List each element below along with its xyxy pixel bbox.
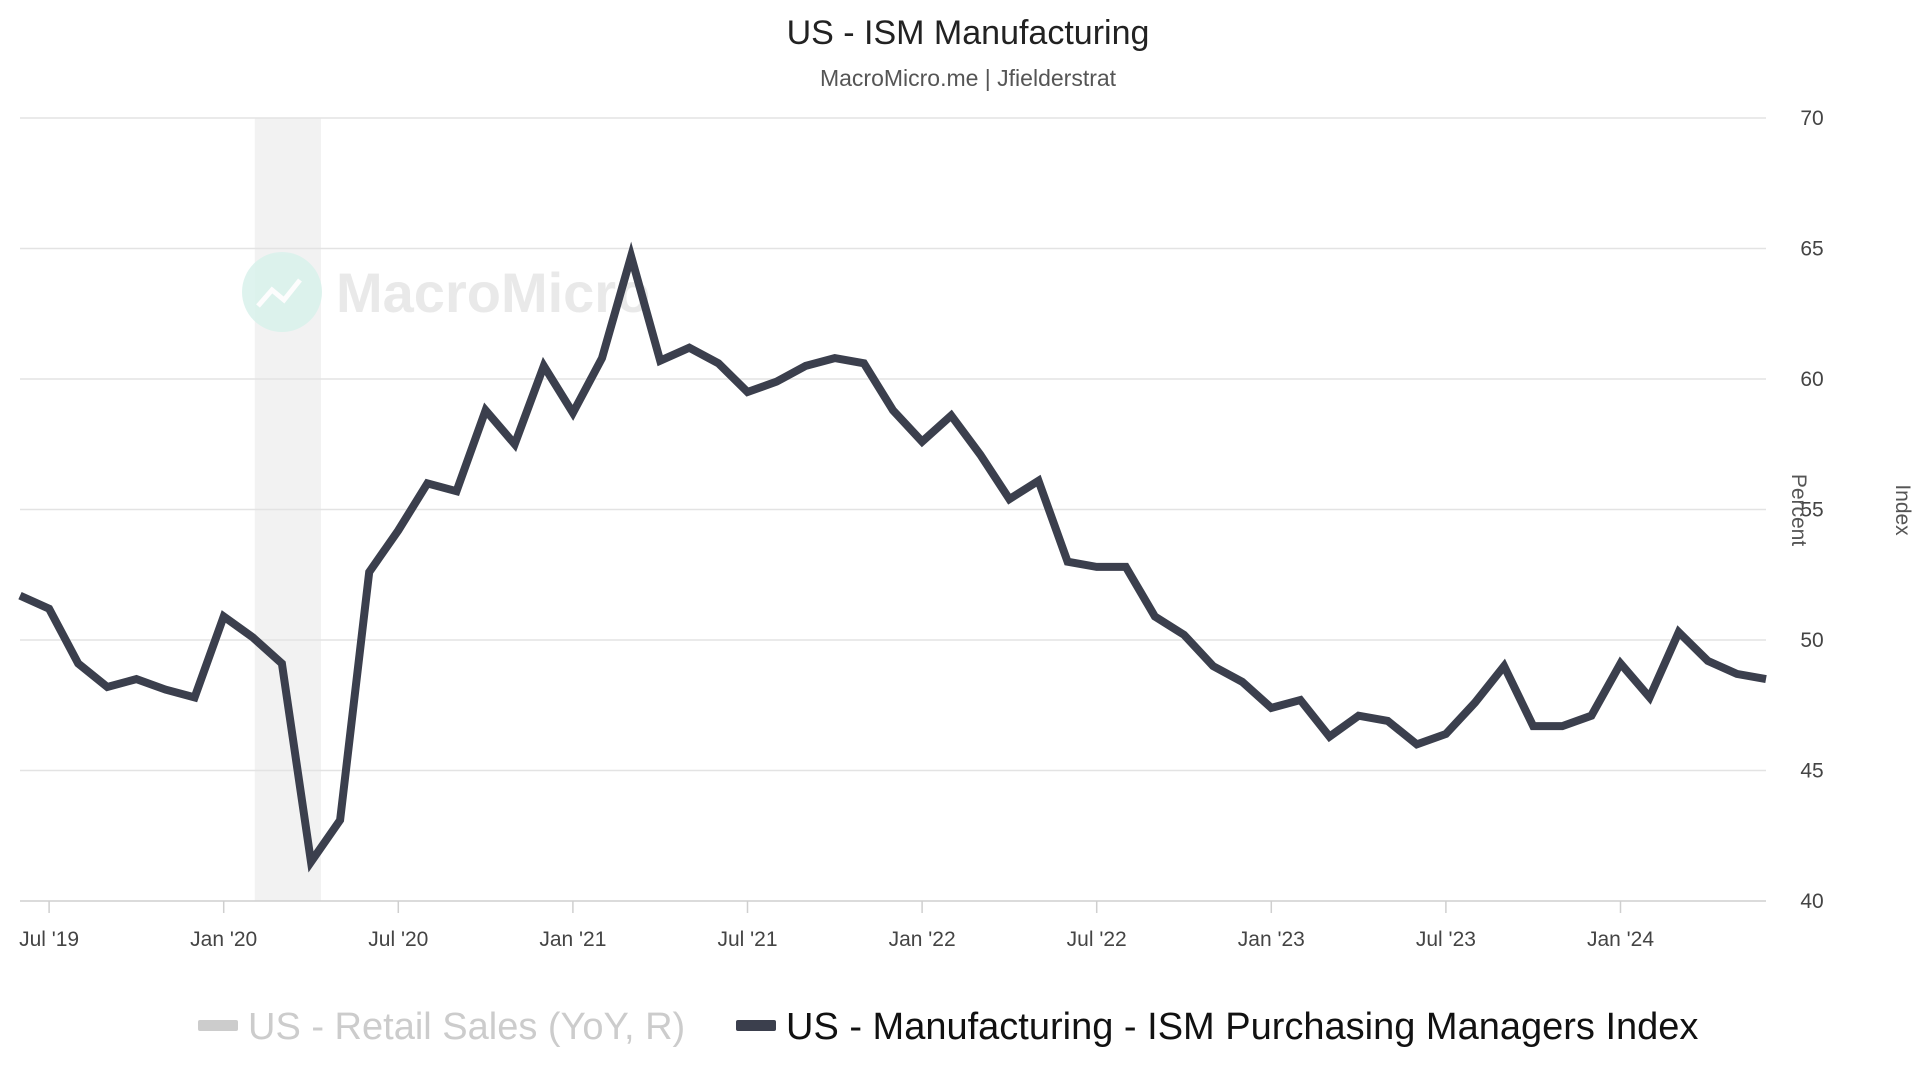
gridlines bbox=[20, 117, 1766, 772]
x-axis: Jul '19 Jan '20 Jul '20 Jan '21 Jul '21 Jan '… bbox=[19, 900, 1766, 951]
x-tick-label: Jan '23 bbox=[1238, 928, 1305, 951]
chart-subtitle: MacroMicro.me | Jfielderstrat bbox=[820, 65, 1117, 91]
x-tick-label: Jul '19 bbox=[19, 928, 79, 951]
legend-item-retail-sales[interactable]: US - Retail Sales (YoY, R) bbox=[198, 1006, 685, 1048]
series-line-ism-pmi[interactable] bbox=[18, 241, 1767, 873]
macromicro-logo-icon bbox=[242, 252, 322, 332]
legend-label-retail-sales: US - Retail Sales (YoY, R) bbox=[248, 1006, 685, 1048]
x-tick-label: Jul '21 bbox=[717, 928, 777, 951]
chart-title: US - ISM Manufacturing bbox=[787, 14, 1150, 52]
x-tick-label: Jul '20 bbox=[368, 928, 428, 951]
x-tick-label: Jul '23 bbox=[1416, 928, 1476, 951]
y-tick-label: 70 bbox=[1800, 107, 1823, 130]
y-tick-label: 65 bbox=[1800, 238, 1823, 261]
y-axis-title-percent: Percent bbox=[1787, 474, 1810, 547]
watermark-trend-icon bbox=[256, 278, 302, 308]
x-tick-label: Jan '22 bbox=[889, 928, 956, 951]
series-group bbox=[18, 241, 1767, 873]
y-tick-label: 55 bbox=[1800, 499, 1823, 522]
x-tick-label: Jan '24 bbox=[1587, 928, 1654, 951]
legend-label-ism-pmi: US - Manufacturing - ISM Purchasing Mana… bbox=[786, 1006, 1698, 1048]
legend-swatch-retail-sales bbox=[198, 1020, 238, 1031]
legend-item-ism-pmi[interactable]: US - Manufacturing - ISM Purchasing Mana… bbox=[736, 1006, 1698, 1048]
macromicro-watermark: MacroMicro bbox=[242, 252, 650, 332]
watermark-text: MacroMicro bbox=[336, 261, 650, 324]
y-axis-tick-labels: 40 45 50 55 60 65 70 bbox=[1800, 107, 1823, 913]
legend-swatch-ism-pmi bbox=[736, 1020, 776, 1031]
y-tick-label: 45 bbox=[1800, 760, 1823, 783]
legend: US - Retail Sales (YoY, R) US - Manufact… bbox=[198, 1006, 1698, 1048]
y-tick-label: 60 bbox=[1800, 368, 1823, 391]
x-tick-label: Jan '20 bbox=[190, 928, 257, 951]
x-tick-label: Jan '21 bbox=[539, 928, 606, 951]
x-tick-label: Jul '22 bbox=[1067, 928, 1127, 951]
y-tick-label: 40 bbox=[1800, 890, 1823, 913]
y-axis-title-index: Index bbox=[1891, 484, 1914, 536]
y-tick-label: 50 bbox=[1800, 629, 1823, 652]
